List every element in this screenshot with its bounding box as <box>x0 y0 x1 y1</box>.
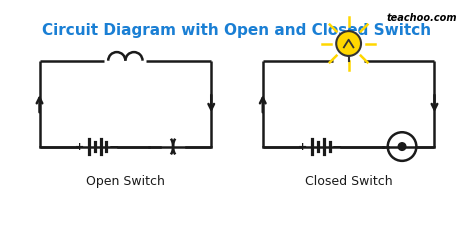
Circle shape <box>336 31 361 56</box>
Text: −: − <box>332 140 342 153</box>
Text: Open Switch: Open Switch <box>86 175 165 188</box>
Text: +: + <box>75 142 84 151</box>
Text: −: − <box>109 140 119 153</box>
Text: Closed Switch: Closed Switch <box>305 175 392 188</box>
Circle shape <box>398 143 406 150</box>
Text: teachoo.com: teachoo.com <box>387 13 457 23</box>
Text: +: + <box>298 142 308 151</box>
Text: Circuit Diagram with Open and Closed Switch: Circuit Diagram with Open and Closed Swi… <box>43 23 431 38</box>
